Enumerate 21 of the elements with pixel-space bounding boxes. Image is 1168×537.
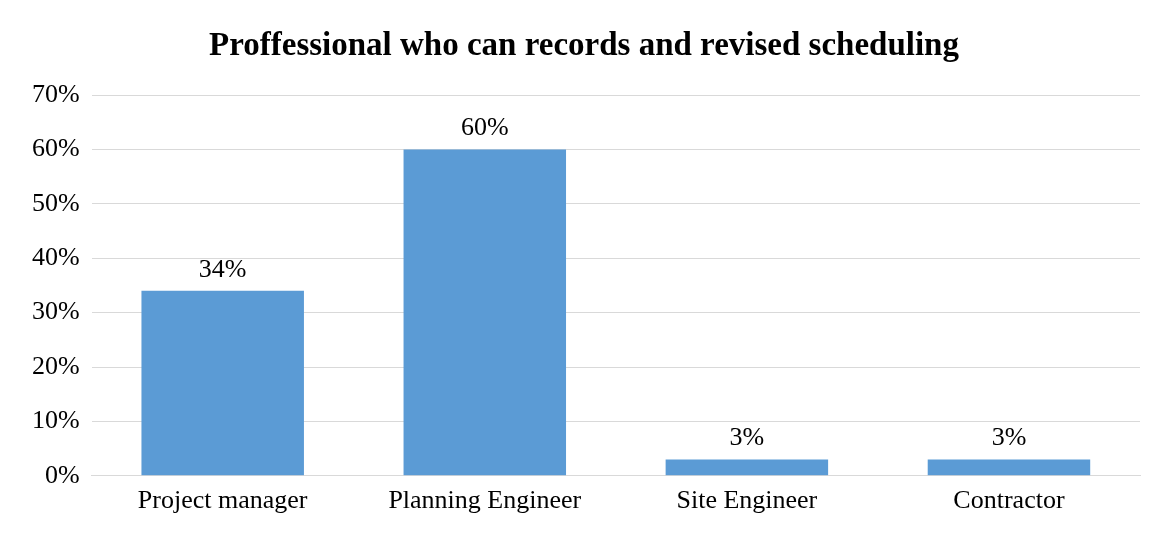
y-tick-label: 50% (31, 187, 80, 217)
data-label: 3% (991, 422, 1027, 452)
data-label: 60% (460, 112, 509, 142)
y-tick-label: 0% (44, 459, 80, 489)
y-tick-label: 70% (31, 78, 80, 108)
bar (403, 149, 567, 476)
x-tick-label: Planning Engineer (388, 485, 582, 515)
y-tick-label: 10% (31, 405, 80, 435)
y-tick-label: 30% (31, 296, 80, 326)
bar (665, 459, 829, 476)
bar (927, 459, 1091, 476)
chart-title: Proffessional who can records and revised scheduling (208, 26, 960, 63)
x-tick-label: Contractor (953, 485, 1065, 515)
y-tick-label: 20% (31, 350, 80, 380)
x-tick-label: Project manager (137, 485, 308, 515)
y-tick-label: 40% (31, 242, 80, 272)
x-tick-label: Site Engineer (676, 485, 818, 515)
data-label: 3% (729, 422, 765, 452)
data-label: 34% (198, 253, 247, 283)
bar (141, 290, 304, 476)
y-tick-label: 60% (31, 133, 80, 163)
